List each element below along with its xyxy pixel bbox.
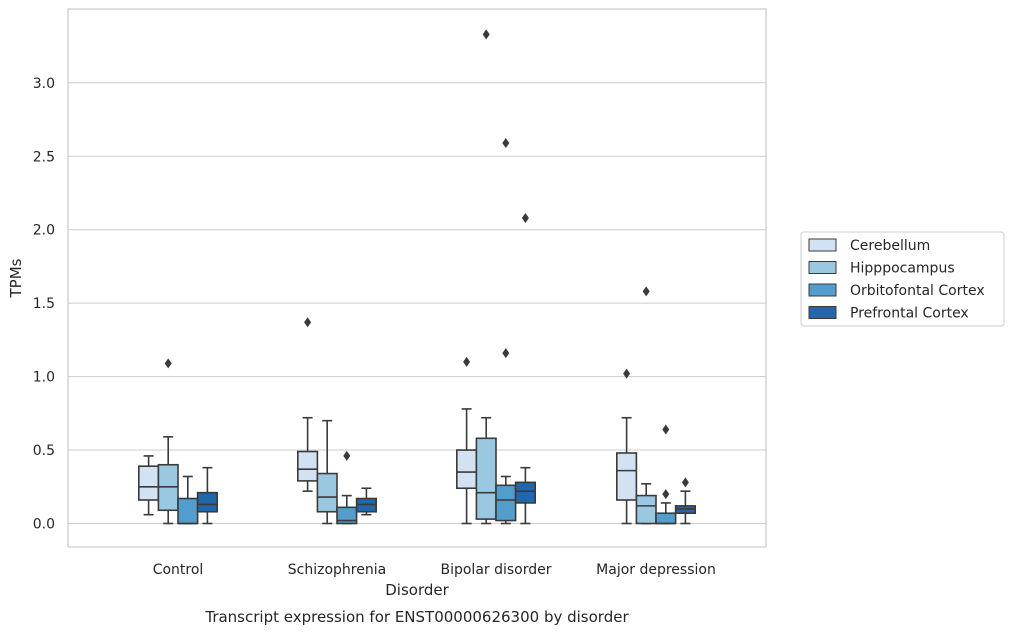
box-iqr xyxy=(455,449,478,490)
y-tick-label: 0.0 xyxy=(33,517,55,533)
y-tick-label: 3.0 xyxy=(33,76,55,92)
box-orbitofontal-cortex xyxy=(495,138,517,525)
outlier-point xyxy=(662,489,670,500)
y-axis-ticks: 0.0 0.5 1.0 1.5 2.0 2.5 3.0 xyxy=(33,76,55,533)
box-iqr xyxy=(138,465,160,501)
outlier-point xyxy=(502,348,510,359)
outlier-point xyxy=(681,477,689,488)
box-hipppocampus xyxy=(635,286,657,525)
box-orbitofontal-cortex xyxy=(655,424,677,525)
x-axis-label: Disorder xyxy=(385,581,449,599)
legend-label: Hipppocampus xyxy=(850,261,955,277)
box-groups xyxy=(138,29,696,525)
box-iqr xyxy=(296,450,319,482)
outlier-point xyxy=(164,358,172,369)
box-cerebellum xyxy=(455,356,478,525)
box-hipppocampus xyxy=(157,358,179,525)
box-prefrontal-cortex xyxy=(355,487,378,516)
legend-swatch xyxy=(808,306,837,319)
x-tick-label: Control xyxy=(153,562,204,578)
plot-frame xyxy=(67,8,767,548)
x-tick-label: Bipolar disorder xyxy=(440,562,551,578)
y-tick-label: 1.0 xyxy=(33,370,55,386)
box-cerebellum xyxy=(615,368,638,525)
box-iqr xyxy=(495,484,517,522)
x-axis-ticks: Control Schizophrenia Bipolar disorder Majo… xyxy=(153,562,716,578)
box-prefrontal-cortex xyxy=(196,466,219,525)
outlier-point xyxy=(623,368,631,379)
outlier-point xyxy=(502,138,510,149)
box-iqr xyxy=(615,452,638,501)
box-hipppocampus xyxy=(475,29,497,525)
y-tick-label: 1.5 xyxy=(33,296,55,312)
legend-label: Prefrontal Cortex xyxy=(850,306,969,322)
outlier-point xyxy=(482,29,490,40)
outlier-point xyxy=(343,450,351,461)
outlier-point xyxy=(521,212,529,223)
box-iqr xyxy=(475,437,497,520)
outlier-point xyxy=(642,286,650,297)
legend-swatch xyxy=(808,238,837,252)
legend-label: Orbitofontal Cortex xyxy=(850,283,985,299)
legend-frame xyxy=(800,231,1005,327)
x-tick-label: Major depression xyxy=(596,562,716,578)
box-cerebellum xyxy=(296,317,319,492)
legend-swatch xyxy=(808,283,837,297)
outlier-point xyxy=(662,424,670,435)
box-iqr xyxy=(196,491,219,513)
box-hipppocampus xyxy=(316,419,338,525)
chart-caption: Transcript expression for ENST0000062630… xyxy=(204,608,629,626)
outlier-point xyxy=(463,356,471,367)
box-prefrontal-cortex xyxy=(674,477,696,525)
y-tick-label: 0.5 xyxy=(33,443,55,459)
grid-lines xyxy=(68,82,766,524)
outlier-point xyxy=(304,317,312,328)
box-iqr xyxy=(336,506,358,525)
legend-swatch xyxy=(808,261,837,274)
x-tick-label: Schizophrenia xyxy=(288,562,386,578)
legend: Cerebellum Hipppocampus Orbitofontal Corte… xyxy=(800,231,1005,327)
box-iqr xyxy=(635,494,657,525)
box-iqr xyxy=(316,472,338,513)
y-tick-label: 2.5 xyxy=(33,149,55,165)
legend-label: Cerebellum xyxy=(850,238,930,254)
box-iqr xyxy=(177,497,199,525)
box-cerebellum xyxy=(138,455,160,516)
box-prefrontal-cortex xyxy=(514,212,536,525)
y-axis-label: TPMs xyxy=(7,258,25,298)
y-tick-label: 2.0 xyxy=(33,223,55,239)
box-orbitofontal-cortex xyxy=(177,475,199,525)
box-iqr xyxy=(655,512,677,525)
box-iqr xyxy=(514,481,536,504)
box-orbitofontal-cortex xyxy=(336,450,358,525)
